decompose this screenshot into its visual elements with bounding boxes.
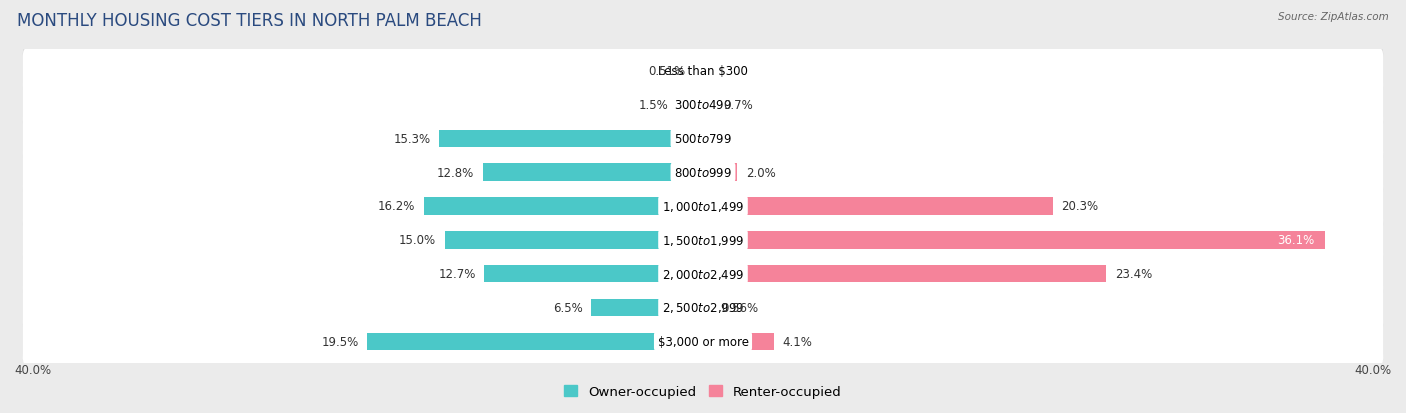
- Text: 12.8%: 12.8%: [437, 166, 474, 179]
- FancyBboxPatch shape: [22, 217, 1384, 265]
- Bar: [703, 333, 773, 350]
- FancyBboxPatch shape: [22, 285, 1384, 332]
- Text: 19.5%: 19.5%: [322, 335, 359, 348]
- FancyBboxPatch shape: [22, 318, 1384, 366]
- Bar: [484, 265, 703, 283]
- Bar: [444, 231, 703, 249]
- Bar: [591, 299, 703, 316]
- Text: 23.4%: 23.4%: [1115, 268, 1152, 280]
- Bar: [367, 333, 703, 350]
- Bar: [695, 63, 703, 80]
- FancyBboxPatch shape: [22, 251, 1384, 299]
- Text: Less than $300: Less than $300: [658, 65, 748, 78]
- Bar: [703, 299, 713, 316]
- Text: $3,000 or more: $3,000 or more: [658, 335, 748, 348]
- Text: $500 to $799: $500 to $799: [673, 133, 733, 145]
- Text: 2.0%: 2.0%: [747, 166, 776, 179]
- Bar: [703, 265, 1107, 283]
- FancyBboxPatch shape: [22, 82, 1384, 130]
- Bar: [703, 231, 1324, 249]
- FancyBboxPatch shape: [22, 215, 1384, 263]
- Text: 40.0%: 40.0%: [1355, 363, 1392, 376]
- FancyBboxPatch shape: [22, 114, 1384, 161]
- FancyBboxPatch shape: [22, 80, 1384, 128]
- Text: 15.0%: 15.0%: [399, 234, 436, 247]
- Text: 1.5%: 1.5%: [638, 99, 669, 112]
- FancyBboxPatch shape: [22, 316, 1384, 364]
- Bar: [482, 164, 703, 182]
- FancyBboxPatch shape: [22, 48, 1384, 96]
- FancyBboxPatch shape: [22, 116, 1384, 164]
- Text: 12.7%: 12.7%: [439, 268, 475, 280]
- Text: 16.2%: 16.2%: [378, 200, 415, 213]
- Text: $1,000 to $1,499: $1,000 to $1,499: [662, 199, 744, 214]
- Text: Source: ZipAtlas.com: Source: ZipAtlas.com: [1278, 12, 1389, 22]
- Text: 15.3%: 15.3%: [394, 133, 430, 145]
- Text: 0.56%: 0.56%: [721, 301, 758, 314]
- Bar: [678, 97, 703, 114]
- FancyBboxPatch shape: [22, 249, 1384, 297]
- Text: MONTHLY HOUSING COST TIERS IN NORTH PALM BEACH: MONTHLY HOUSING COST TIERS IN NORTH PALM…: [17, 12, 482, 30]
- Text: 40.0%: 40.0%: [14, 363, 51, 376]
- FancyBboxPatch shape: [22, 183, 1384, 231]
- Text: $300 to $499: $300 to $499: [673, 99, 733, 112]
- Text: $1,500 to $1,999: $1,500 to $1,999: [662, 233, 744, 247]
- Text: 4.1%: 4.1%: [782, 335, 813, 348]
- Bar: [703, 164, 738, 182]
- FancyBboxPatch shape: [22, 181, 1384, 229]
- Bar: [703, 97, 716, 114]
- Bar: [703, 198, 1053, 215]
- Bar: [425, 198, 703, 215]
- Text: $2,500 to $2,999: $2,500 to $2,999: [662, 301, 744, 315]
- Text: 36.1%: 36.1%: [1277, 234, 1315, 247]
- Bar: [440, 130, 703, 148]
- FancyBboxPatch shape: [22, 46, 1384, 94]
- Legend: Owner-occupied, Renter-occupied: Owner-occupied, Renter-occupied: [564, 385, 842, 398]
- Text: 20.3%: 20.3%: [1062, 200, 1098, 213]
- FancyBboxPatch shape: [22, 282, 1384, 330]
- Text: 0.51%: 0.51%: [648, 65, 686, 78]
- Text: 6.5%: 6.5%: [553, 301, 582, 314]
- Text: 0.7%: 0.7%: [724, 99, 754, 112]
- FancyBboxPatch shape: [22, 147, 1384, 195]
- Text: $2,000 to $2,499: $2,000 to $2,499: [662, 267, 744, 281]
- FancyBboxPatch shape: [22, 150, 1384, 197]
- Text: $800 to $999: $800 to $999: [673, 166, 733, 179]
